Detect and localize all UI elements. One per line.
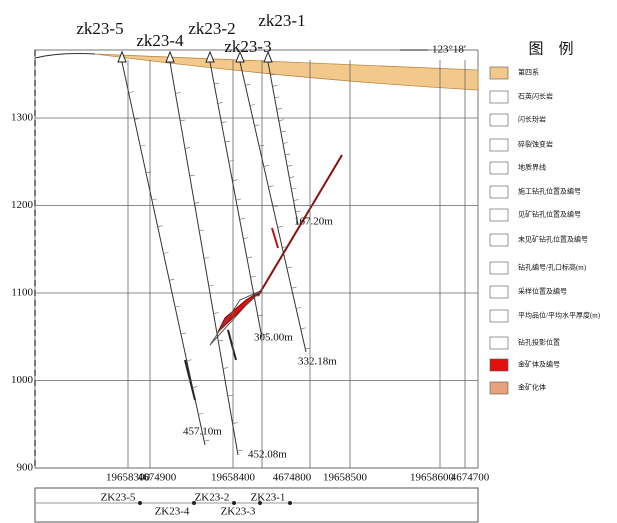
plan-hole-label: ZK23-5 bbox=[101, 492, 136, 504]
legend-item: 未见矿钻孔位置及编号 bbox=[518, 235, 588, 244]
plan-hole bbox=[288, 501, 292, 505]
legend-swatch bbox=[490, 209, 508, 221]
legend-swatch bbox=[490, 162, 508, 174]
coordinate-label: 4674900 bbox=[138, 472, 177, 484]
legend-item: 施工钻孔位置及编号 bbox=[518, 187, 581, 196]
elevation-label: 900 bbox=[17, 462, 34, 474]
coordinate-label: 19658600 bbox=[410, 472, 455, 484]
legend-swatch bbox=[490, 234, 508, 246]
legend-item: 石英闪长岩 bbox=[518, 92, 553, 101]
plan-hole-label: ZK23-3 bbox=[221, 506, 256, 518]
legend-swatch bbox=[490, 359, 508, 371]
hole-depth: 167.20m bbox=[294, 216, 333, 228]
hole-depth: 332.18m bbox=[298, 356, 337, 368]
coordinate-label: 4674800 bbox=[273, 472, 312, 484]
legend-swatch bbox=[490, 382, 508, 394]
legend-swatch bbox=[490, 114, 508, 126]
plan-hole bbox=[138, 501, 142, 505]
cross-section: 123°18′ 图 例 9001000110012001300196583004… bbox=[0, 0, 617, 523]
legend-item: 闪长玢岩 bbox=[518, 115, 546, 124]
hole-label: zk23-4 bbox=[136, 31, 184, 50]
legend-item: 碎裂蚀变岩 bbox=[518, 140, 553, 149]
legend-item: 地质界线 bbox=[518, 163, 546, 172]
elevation-label: 1200 bbox=[11, 199, 34, 211]
coordinate-label: 4674700 bbox=[451, 472, 490, 484]
legend-swatch bbox=[490, 286, 508, 298]
hole-label: zk23-2 bbox=[188, 19, 235, 38]
legend-item: 金矿化体 bbox=[518, 383, 546, 392]
legend-item: 平均品位/平均水平厚度(m) bbox=[518, 311, 601, 320]
legend-swatch bbox=[490, 139, 508, 151]
legend-swatch bbox=[490, 91, 508, 103]
background bbox=[0, 0, 617, 523]
plan-hole-label: ZK23-4 bbox=[155, 506, 190, 518]
legend-swatch bbox=[490, 67, 508, 79]
legend-item: 钻孔编号/孔口标高(m) bbox=[518, 263, 587, 272]
elevation-label: 1000 bbox=[11, 374, 34, 386]
plan-hole-label: ZK23-2 bbox=[195, 492, 230, 504]
elevation-label: 1100 bbox=[11, 287, 33, 299]
legend-swatch bbox=[490, 337, 508, 349]
legend-swatch bbox=[490, 310, 508, 322]
bearing: 123°18′ bbox=[432, 44, 466, 56]
legend-item: 见矿钻孔位置及编号 bbox=[518, 210, 581, 219]
coordinate-label: 19658500 bbox=[323, 472, 368, 484]
legend-item: 第四系 bbox=[518, 68, 539, 77]
hole-label: zk23-1 bbox=[258, 11, 305, 30]
hole-depth: 457.10m bbox=[183, 426, 222, 438]
plan-hole-label: ZK23-1 bbox=[251, 492, 286, 504]
hole-label: zk23-3 bbox=[224, 37, 271, 56]
legend-swatch bbox=[490, 186, 508, 198]
plan-hole bbox=[232, 501, 236, 505]
legend-item: 钻孔投影位置 bbox=[518, 338, 560, 347]
hole-depth: 305.00m bbox=[254, 332, 293, 344]
hole-label: zk23-5 bbox=[76, 19, 123, 38]
legend-item: 采样位置及编号 bbox=[518, 287, 567, 296]
hole-depth: 452.08m bbox=[248, 449, 287, 461]
legend-item: 金矿体及编号 bbox=[518, 360, 560, 369]
legend-swatch bbox=[490, 262, 508, 274]
elevation-label: 1300 bbox=[11, 112, 34, 124]
coordinate-label: 19658400 bbox=[211, 472, 256, 484]
legend-title: 图 例 bbox=[528, 40, 573, 57]
